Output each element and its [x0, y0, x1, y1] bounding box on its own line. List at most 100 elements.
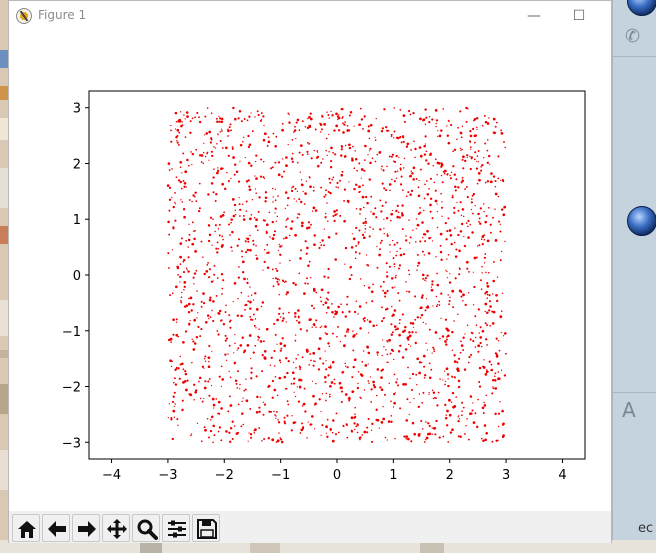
- scatter-point: [366, 431, 369, 434]
- scatter-point: [469, 134, 473, 138]
- scatter-point: [323, 244, 325, 247]
- scatter-point: [291, 139, 294, 141]
- scatter-point: [494, 208, 496, 211]
- home-button[interactable]: [12, 514, 40, 542]
- scatter-point: [293, 198, 295, 200]
- scatter-point: [313, 149, 315, 152]
- scatter-point: [282, 280, 285, 283]
- scatter-point: [194, 229, 196, 232]
- title-bar[interactable]: Figure 1 — ☐: [9, 1, 611, 31]
- scatter-point: [241, 250, 243, 253]
- scatter-point: [500, 179, 502, 181]
- scatter-point: [441, 181, 444, 184]
- scatter-point: [470, 208, 473, 211]
- scatter-point: [320, 434, 322, 436]
- scatter-point: [494, 179, 497, 183]
- scatter-point: [183, 215, 186, 219]
- scatter-point: [271, 237, 275, 240]
- subplots-button[interactable]: [162, 514, 190, 542]
- figure-canvas[interactable]: −4 −3 −2 −1 0 1 2 3 4 −3 −2 −1 0 1 2 3: [9, 31, 611, 511]
- scatter-point: [402, 167, 405, 169]
- back-arrow-icon: [48, 521, 66, 537]
- scatter-point: [215, 193, 218, 196]
- scatter-point: [376, 153, 379, 156]
- scatter-point: [494, 125, 497, 128]
- scatter-point: [174, 111, 177, 115]
- scatter-point: [281, 128, 284, 132]
- scatter-point: [356, 431, 359, 434]
- scatter-point: [327, 190, 330, 193]
- scatter-point: [393, 137, 395, 139]
- scatter-point: [267, 384, 271, 388]
- scatter-point: [236, 349, 238, 351]
- scatter-point: [228, 314, 231, 317]
- scatter-point: [273, 349, 276, 353]
- scatter-point: [272, 196, 274, 198]
- scatter-point: [299, 368, 301, 371]
- scatter-point: [346, 295, 349, 298]
- scatter-point: [370, 388, 373, 391]
- scatter-point: [389, 189, 391, 192]
- scatter-point: [383, 316, 386, 319]
- x-tick-label: −1: [271, 468, 290, 483]
- scatter-point: [263, 356, 267, 360]
- scatter-point: [451, 289, 455, 293]
- scatter-point: [471, 194, 474, 197]
- scatter-point: [347, 201, 350, 204]
- back-button[interactable]: [42, 514, 70, 542]
- phone-icon[interactable]: ✆: [625, 26, 641, 47]
- scatter-point: [181, 121, 183, 123]
- scatter-point: [483, 238, 486, 241]
- scatter-point: [386, 234, 389, 237]
- maximize-button[interactable]: ☐: [572, 8, 586, 24]
- scatter-point: [372, 324, 375, 328]
- scatter-point: [217, 133, 219, 135]
- scatter-point: [281, 319, 284, 322]
- scatter-point: [395, 136, 399, 139]
- scatter-point: [367, 154, 369, 156]
- scatter-point: [344, 315, 347, 318]
- scatter-point: [292, 421, 296, 425]
- scatter-point: [448, 303, 451, 306]
- scatter-point: [234, 379, 238, 383]
- forward-button[interactable]: [72, 514, 100, 542]
- scatter-point: [491, 293, 494, 295]
- scatter-point: [241, 255, 244, 258]
- scatter-point: [242, 218, 246, 221]
- scatter-point: [364, 195, 368, 199]
- scatter-point: [301, 356, 304, 359]
- scatter-point: [193, 383, 196, 386]
- scatter-point: [374, 207, 377, 210]
- scatter-point: [271, 396, 274, 399]
- scatter-point: [255, 375, 258, 378]
- scatter-point: [294, 312, 297, 315]
- minimize-button[interactable]: —: [527, 8, 541, 24]
- scatter-point: [462, 155, 465, 159]
- save-button[interactable]: [192, 514, 220, 542]
- scatter-point: [209, 141, 213, 144]
- zoom-button[interactable]: [132, 514, 160, 542]
- pan-button[interactable]: [102, 514, 130, 542]
- scatter-point: [179, 255, 182, 259]
- scatter-point: [434, 109, 438, 112]
- scatter-point: [358, 123, 361, 127]
- scatter-point: [186, 379, 189, 382]
- scatter-point: [263, 260, 266, 264]
- scatter-point: [271, 438, 275, 442]
- app-sphere-icon[interactable]: [627, 0, 656, 16]
- scatter-point: [216, 277, 219, 279]
- scatter-point: [455, 178, 458, 181]
- scatter-point: [461, 125, 464, 128]
- scatter-point: [375, 408, 378, 412]
- scatter-point: [317, 347, 321, 351]
- pan-icon: [107, 519, 127, 539]
- scatter-point: [457, 385, 461, 389]
- scatter-point: [326, 435, 329, 439]
- scatter-point: [327, 298, 329, 301]
- scatter-point: [207, 365, 211, 368]
- scatter-point: [419, 240, 422, 243]
- scatter-point: [173, 416, 176, 418]
- app-sphere-icon-2[interactable]: [627, 206, 656, 236]
- scatter-point: [428, 376, 432, 380]
- scatter-point: [290, 157, 294, 160]
